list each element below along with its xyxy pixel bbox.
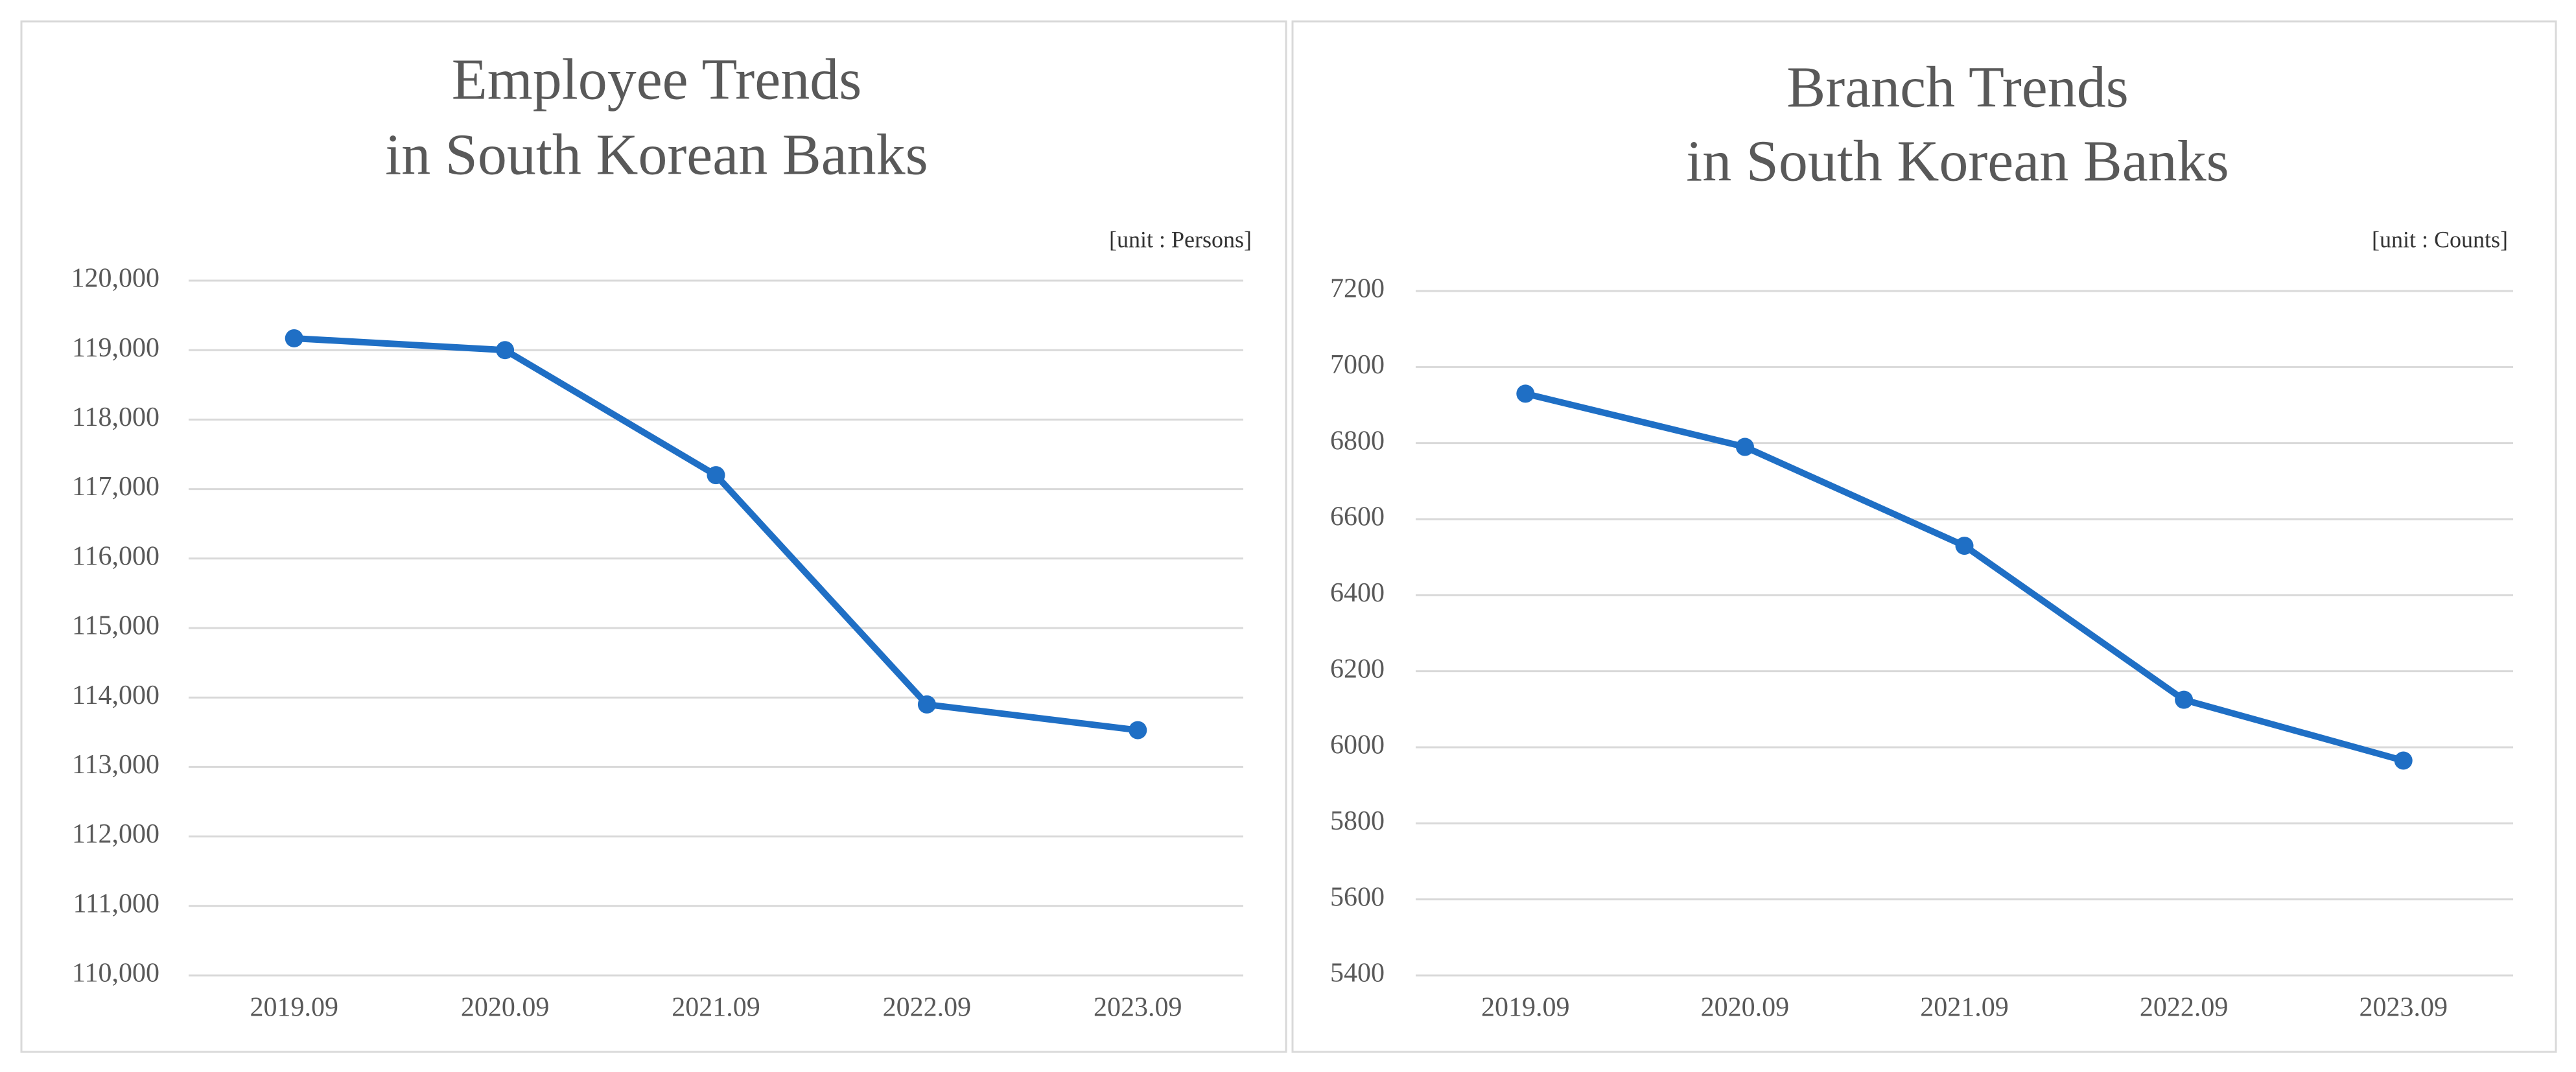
marker xyxy=(1516,384,1535,403)
marker xyxy=(707,466,725,485)
chart-title: Branch Trends xyxy=(1786,56,2129,120)
y-tick-label: 118,000 xyxy=(72,402,159,432)
marker xyxy=(285,329,303,347)
x-tick-label: 2022.09 xyxy=(883,993,972,1023)
marker xyxy=(1735,437,1754,456)
y-tick-label: 6000 xyxy=(1330,730,1385,760)
panel xyxy=(1291,20,2557,1053)
y-tick-label: 5400 xyxy=(1330,959,1385,988)
x-tick-label: 2019.09 xyxy=(250,993,338,1023)
y-tick-label: 117,000 xyxy=(72,472,159,502)
y-tick-label: 120,000 xyxy=(71,264,160,294)
y-tick-label: 7200 xyxy=(1330,274,1385,304)
x-tick-label: 2022.09 xyxy=(2140,993,2229,1023)
x-tick-label: 2023.09 xyxy=(1094,993,1182,1023)
x-tick-label: 2019.09 xyxy=(1481,993,1570,1023)
y-tick-label: 6800 xyxy=(1330,426,1385,456)
marker xyxy=(1129,721,1147,740)
y-tick-label: 5800 xyxy=(1330,806,1385,836)
marker xyxy=(1955,537,1974,555)
x-tick-label: 2021.09 xyxy=(1920,993,2009,1023)
y-tick-label: 115,000 xyxy=(72,611,159,641)
marker xyxy=(917,695,936,714)
chart-title: Employee Trends xyxy=(452,48,862,112)
y-tick-label: 6600 xyxy=(1330,502,1385,532)
y-tick-label: 112,000 xyxy=(72,819,159,849)
y-tick-label: 6200 xyxy=(1330,654,1385,684)
x-tick-label: 2023.09 xyxy=(2359,993,2448,1023)
y-tick-label: 114,000 xyxy=(72,681,159,710)
chart-title: in South Korean Banks xyxy=(385,123,928,187)
y-tick-label: 113,000 xyxy=(72,750,159,780)
marker xyxy=(2175,690,2194,709)
x-tick-label: 2020.09 xyxy=(1701,993,1790,1023)
x-tick-label: 2020.09 xyxy=(461,993,550,1023)
marker xyxy=(496,341,515,360)
y-tick-label: 116,000 xyxy=(72,541,159,571)
marker xyxy=(2394,751,2413,770)
y-tick-label: 5600 xyxy=(1330,882,1385,912)
y-tick-label: 6400 xyxy=(1330,578,1385,608)
y-tick-label: 119,000 xyxy=(72,333,159,363)
y-tick-label: 7000 xyxy=(1330,350,1385,380)
unit-label: [unit : Persons] xyxy=(1109,226,1252,252)
chart-title: in South Korean Banks xyxy=(1686,130,2229,194)
panel xyxy=(20,20,1287,1053)
unit-label: [unit : Counts] xyxy=(2372,226,2508,252)
y-tick-label: 110,000 xyxy=(72,959,159,988)
x-tick-label: 2021.09 xyxy=(672,993,760,1023)
y-tick-label: 111,000 xyxy=(73,889,159,918)
